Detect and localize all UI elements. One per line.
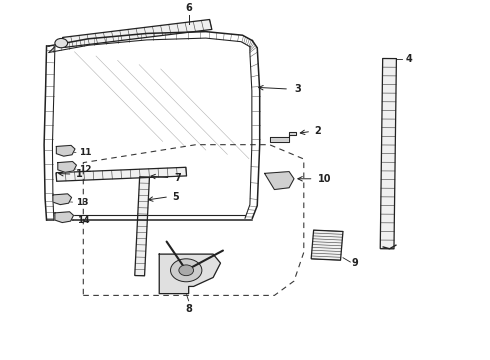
Text: 2: 2 bbox=[315, 126, 321, 136]
Polygon shape bbox=[270, 132, 296, 142]
Polygon shape bbox=[265, 172, 294, 189]
Polygon shape bbox=[380, 59, 396, 249]
Polygon shape bbox=[56, 167, 187, 181]
Text: 11: 11 bbox=[79, 148, 92, 157]
Text: 3: 3 bbox=[294, 84, 301, 94]
Text: 10: 10 bbox=[318, 174, 331, 184]
Polygon shape bbox=[56, 145, 75, 156]
Text: 14: 14 bbox=[77, 216, 90, 225]
Polygon shape bbox=[135, 177, 149, 276]
Polygon shape bbox=[55, 212, 74, 222]
Text: 9: 9 bbox=[352, 258, 359, 268]
Text: 5: 5 bbox=[172, 192, 179, 202]
Text: 13: 13 bbox=[76, 198, 89, 207]
Circle shape bbox=[55, 39, 68, 48]
Text: 8: 8 bbox=[185, 304, 192, 314]
Text: 6: 6 bbox=[185, 3, 192, 13]
Polygon shape bbox=[53, 194, 72, 204]
Circle shape bbox=[179, 265, 194, 276]
Circle shape bbox=[171, 259, 202, 282]
Polygon shape bbox=[58, 162, 76, 172]
Text: 7: 7 bbox=[174, 174, 181, 183]
Text: 1: 1 bbox=[76, 169, 83, 179]
Text: 4: 4 bbox=[405, 54, 412, 64]
Polygon shape bbox=[63, 19, 212, 48]
Text: 12: 12 bbox=[79, 165, 92, 174]
Polygon shape bbox=[311, 230, 343, 260]
Polygon shape bbox=[159, 254, 220, 294]
